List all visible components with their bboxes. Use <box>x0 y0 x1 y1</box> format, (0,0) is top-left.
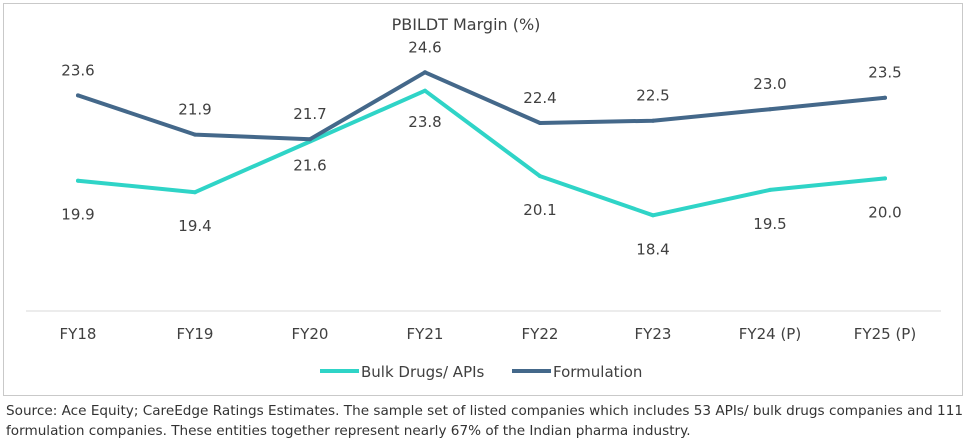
data-point-formulation <box>193 132 197 137</box>
x-tick-label: FY18 <box>60 325 97 343</box>
data-label-formulation: 23.0 <box>753 75 786 93</box>
legend-label: Formulation <box>553 363 642 381</box>
data-label-formulation: 22.5 <box>636 87 669 105</box>
data-label-formulation: 21.9 <box>178 101 211 119</box>
data-label-bulk-drugs: 20.1 <box>523 201 556 219</box>
data-point-formulation <box>651 118 655 123</box>
x-tick-label: FY21 <box>407 325 444 343</box>
data-point-formulation <box>538 121 542 125</box>
data-label-formulation: 23.5 <box>868 64 901 82</box>
data-label-layer: 19.9 19.4 21.6 23.8 20.1 18.4 19.5 20.0 23.6 21.9… <box>61 38 901 258</box>
chart-title: PBILDT Margin (%) <box>392 15 541 34</box>
data-point-bulk-drugs-apis <box>538 174 542 179</box>
legend-label: Bulk Drugs/ APIs <box>361 363 485 381</box>
legend: Bulk Drugs/ APIs Formulation <box>320 363 642 381</box>
x-tick-label: FY19 <box>177 325 214 343</box>
data-point-bulk-drugs-apis <box>193 190 197 195</box>
data-point-bulk-drugs-apis <box>651 213 655 218</box>
data-point-bulk-drugs-apis <box>76 178 80 183</box>
data-point-formulation <box>423 70 427 75</box>
data-point-formulation <box>883 95 887 100</box>
data-point-formulation <box>308 137 312 142</box>
data-label-bulk-drugs: 19.4 <box>178 217 211 235</box>
x-tick-label: FY22 <box>522 325 559 343</box>
x-tick-label: FY25 (P) <box>854 325 916 343</box>
x-tick-label: FY23 <box>635 325 672 343</box>
data-label-bulk-drugs: 19.5 <box>753 215 786 233</box>
x-tick-label: FY20 <box>292 325 329 343</box>
data-label-formulation: 21.7 <box>293 105 326 123</box>
data-point-formulation <box>76 93 80 98</box>
data-point-bulk-drugs-apis <box>883 176 887 181</box>
series-line-bulk-drugs-apis <box>76 88 887 218</box>
series-layer <box>76 70 887 218</box>
data-label-formulation: 22.4 <box>523 89 556 107</box>
data-label-formulation: 24.6 <box>408 38 441 56</box>
data-label-formulation: 23.6 <box>61 61 94 79</box>
line-chart: PBILDT Margin (%) 19.9 19.4 21.6 23.8 20.1 18… <box>26 15 941 381</box>
x-tick-label: FY24 (P) <box>739 325 801 343</box>
data-point-bulk-drugs-apis <box>423 88 427 93</box>
data-label-bulk-drugs: 23.8 <box>408 113 441 131</box>
data-point-bulk-drugs-apis <box>768 187 772 192</box>
series-line-formulation <box>76 70 887 142</box>
source-note: Source: Ace Equity; CareEdge Ratings Est… <box>6 403 963 439</box>
chart-frame <box>3 3 963 396</box>
data-label-bulk-drugs: 20.0 <box>868 203 901 221</box>
data-label-bulk-drugs: 18.4 <box>636 240 669 258</box>
data-point-formulation <box>768 107 772 112</box>
data-label-bulk-drugs: 21.6 <box>293 157 326 175</box>
data-label-bulk-drugs: 19.9 <box>61 206 94 224</box>
x-tick-layer: FY18 FY19 FY20 FY21 FY22 FY23 FY24 (P) FY25 (P) <box>60 325 917 343</box>
